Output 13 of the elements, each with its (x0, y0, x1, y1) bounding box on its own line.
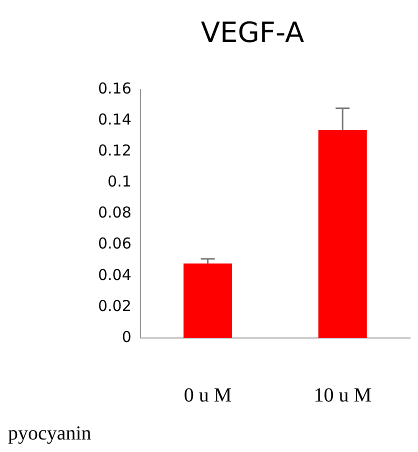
y-tick-label: 0.14 (98, 110, 132, 129)
y-tick-label: 0.02 (98, 296, 132, 315)
x-tick-label: 10 u M (314, 384, 372, 406)
x-tick-label: 0 u M (184, 384, 232, 406)
x-axis-title: pyocyanin (8, 422, 92, 444)
y-tick-label: 0 (122, 328, 132, 346)
y-tick-label: 0.12 (98, 142, 132, 160)
y-tick-label: 0.08 (98, 204, 132, 222)
y-tick-label: 0.1 (108, 172, 132, 191)
chart-title: VEGF-A (200, 16, 304, 50)
y-tick-label: 0.06 (98, 234, 132, 253)
y-tick-label: 0.16 (98, 79, 132, 98)
y-tick-label: 0.04 (98, 266, 132, 284)
